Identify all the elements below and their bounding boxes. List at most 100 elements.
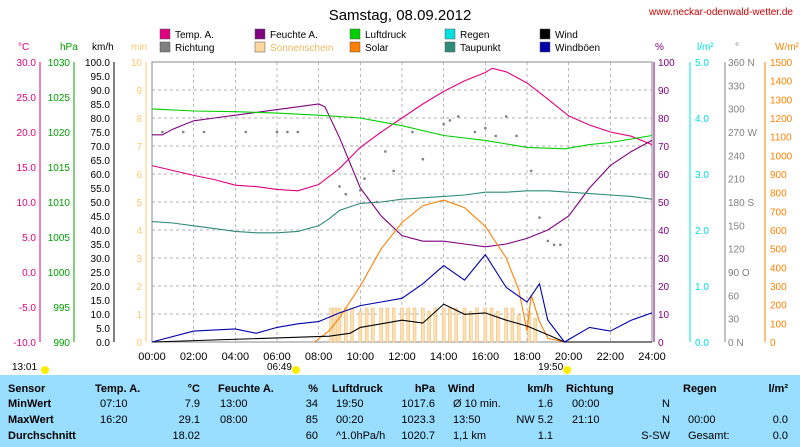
x-tick-label: 18:00: [513, 351, 541, 363]
axis-tick-rain: 2.0: [695, 226, 709, 237]
legend-label: Luftdruck: [365, 30, 407, 41]
sunshine-bar: [421, 307, 425, 343]
axis-tick-humidity: 70: [658, 142, 670, 153]
axis-tick-wind: 75.0: [91, 128, 111, 139]
wind-direction-dot: [552, 243, 556, 247]
wind-direction-dot: [411, 130, 414, 134]
axis-tick-solar: 900: [770, 170, 787, 181]
axis-tick-pressure: 995: [53, 303, 70, 314]
stats-value: S-SW: [641, 430, 670, 442]
axis-tick-pressure: 1000: [48, 268, 71, 279]
axis-tick-solar: 200: [770, 301, 787, 312]
weather-chart: Samstag, 08.09.2012 www.neckar-odenwald-…: [12, 7, 800, 374]
series-line-temp-a: [151, 67, 653, 192]
axis-tick-wind: 30.0: [91, 254, 111, 265]
wind-direction-dot: [473, 130, 477, 134]
stats-value: 29.1: [178, 414, 200, 426]
axis-tick-rain: 3.0: [695, 170, 709, 181]
axis-tick-direction: 360 N: [728, 58, 755, 69]
legend-label: Feuchte A.: [270, 30, 318, 41]
axis-tick-wind: 100.0: [85, 58, 110, 69]
axis-unit-rain: l/m²: [697, 42, 714, 53]
axis-tick-direction: 30: [728, 315, 740, 326]
legend-swatch: [254, 28, 266, 40]
axis-tick-solar: 1000: [770, 151, 793, 162]
axis-tick-rain: 0.0: [695, 338, 709, 349]
sunshine-bar: [496, 311, 500, 343]
wind-direction-dot: [344, 192, 348, 196]
axis-tick-rain: 5.0: [695, 58, 709, 69]
sunshine-bars: [329, 307, 538, 343]
axis-tick-direction: 180 S: [728, 198, 754, 209]
stats-value: 19:50: [336, 398, 364, 410]
axis-tick-direction: 240: [728, 151, 745, 162]
stats-value: 1023.3: [401, 414, 435, 426]
axis-tick-wind: 80.0: [91, 114, 111, 125]
wind-direction-dot: [504, 115, 508, 118]
axis-tick-wind: 0.0: [96, 338, 110, 349]
wind-direction-dot: [538, 216, 541, 219]
axis-tick-wind: 40.0: [91, 226, 111, 237]
axis-unit-pressure: hPa: [60, 42, 78, 53]
axis-tick-sun: 3: [136, 254, 142, 265]
sunshine-bar: [510, 307, 515, 343]
sunshine-bar: [329, 307, 333, 343]
sunshine-bar: [427, 311, 431, 343]
sunshine-bar: [385, 307, 390, 343]
stats-header-unit: °C: [187, 383, 200, 395]
axis-tick-wind: 10.0: [91, 310, 111, 321]
stats-header-unit: km/h: [527, 383, 553, 395]
axis-tick-solar: 1500: [770, 58, 793, 69]
axis-tick-direction: 210: [728, 175, 745, 186]
stats-header: Feuchte A.: [218, 383, 274, 395]
axis-tick-rain: 4.0: [695, 114, 709, 125]
stats-value: 0.0: [772, 414, 788, 426]
sunshine-bar: [344, 307, 348, 343]
x-tick-label: 10:00: [347, 351, 375, 363]
axis-tick-humidity: 30: [658, 254, 670, 265]
axis-tick-temp: 0.0: [22, 268, 36, 279]
stats-value: Ø 10 min.: [453, 398, 501, 410]
axis-tick-wind: 25.0: [91, 268, 111, 279]
sunshine-bar: [462, 307, 467, 343]
axis-tick-direction: 330: [728, 81, 745, 92]
stats-row-label: Durchschnitt: [8, 430, 76, 442]
legend-swatch: [159, 41, 171, 53]
axis-tick-solar: 400: [770, 263, 787, 274]
axis-tick-humidity: 0: [658, 338, 664, 349]
wind-direction-dot: [559, 243, 562, 247]
axis-tick-solar: 0: [770, 338, 776, 349]
axis-tick-temp: 20.0: [17, 128, 37, 139]
axis-tick-wind: 90.0: [91, 86, 111, 97]
axis-unit-wind: km/h: [92, 42, 114, 53]
axis-tick-direction: 0 N: [728, 338, 744, 349]
x-tick-label: 08:00: [305, 351, 333, 363]
sunshine-bar: [337, 307, 342, 343]
sunshine-bar: [400, 307, 404, 343]
legend-swatch: [444, 28, 456, 40]
axis-tick-direction: 300: [728, 105, 745, 116]
stats-value: 1,1 km: [453, 430, 487, 442]
axis-tick-pressure: 1020: [48, 128, 71, 139]
x-tick-label: 20:00: [555, 351, 583, 363]
wind-direction-dot: [375, 200, 379, 204]
x-axis-labels: 00:00 02:00 04:00 06:00 08:00 10:00 12:00 14:00…: [138, 351, 666, 363]
series-line-taupunkt: [151, 190, 653, 234]
axis-tick-direction: 120: [728, 245, 745, 256]
x-tick-label: 14:00: [430, 351, 458, 363]
axis-unit-temp: °C: [18, 42, 29, 53]
axis-tick-wind: 85.0: [91, 100, 111, 111]
wind-direction-dot: [161, 130, 164, 134]
axis-tick-sun: 7: [136, 142, 142, 153]
axis-tick-humidity: 60: [658, 170, 670, 181]
stats-value: N: [662, 414, 670, 426]
sunset-sun-icon: [563, 366, 572, 374]
axis-tick-temp: -5.0: [19, 303, 37, 314]
sunshine-bar: [504, 307, 508, 343]
sunshine-bar: [441, 307, 446, 343]
series-lines: [151, 67, 653, 343]
axis-tick-humidity: 50: [658, 198, 670, 209]
series-line-luftdruck: [151, 108, 653, 150]
wind-direction-dot: [456, 115, 460, 118]
wind-direction-dot: [421, 157, 425, 161]
